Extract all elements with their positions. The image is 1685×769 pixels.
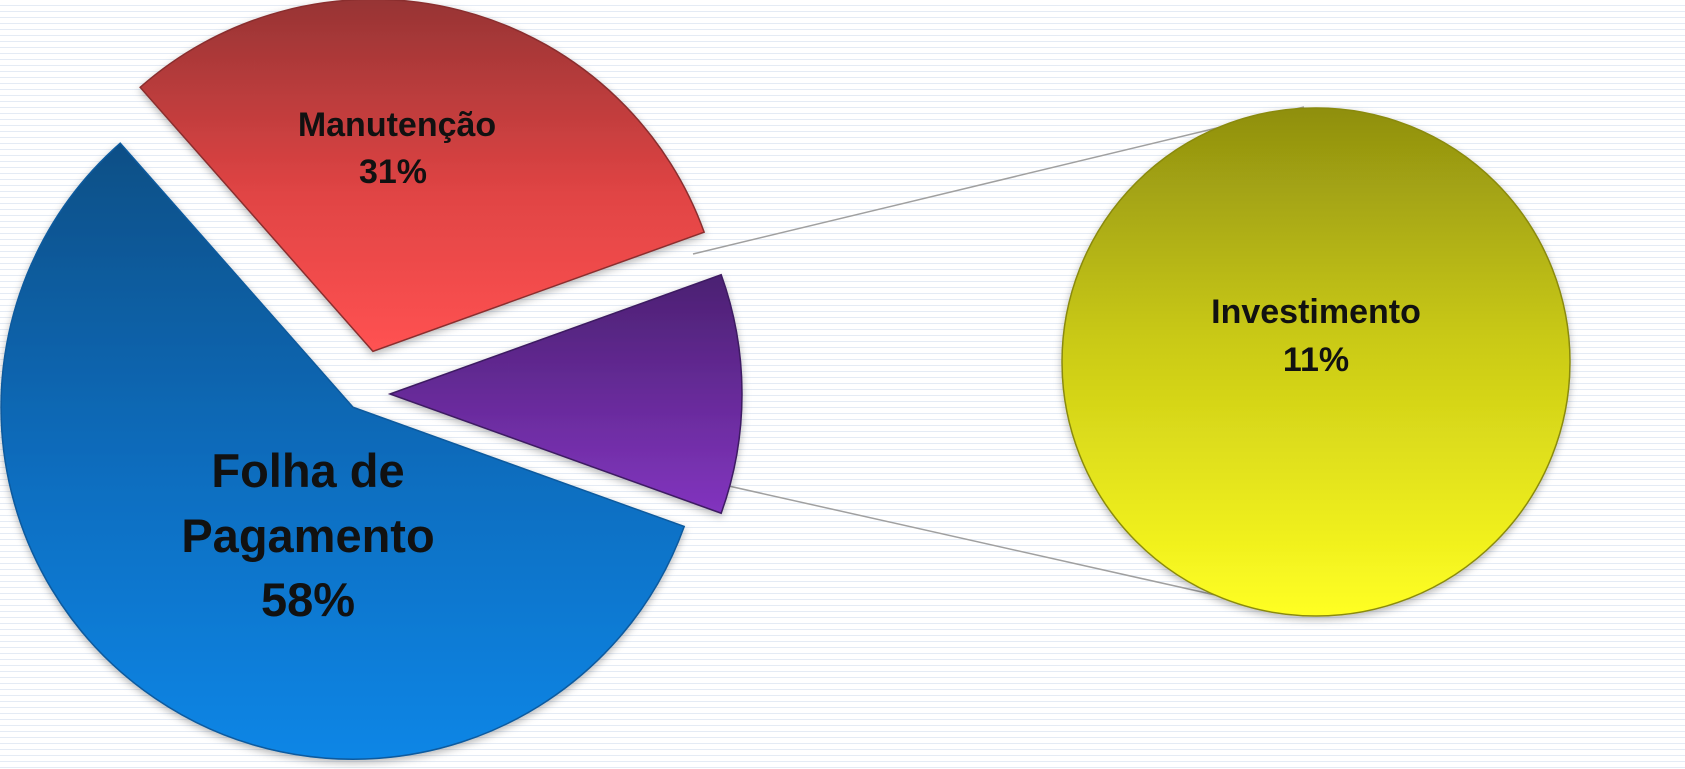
connector-line-top: [692, 106, 1305, 255]
investimento-pct-label: 11%: [1283, 341, 1349, 379]
manutencao-pct-label: 31%: [359, 153, 427, 191]
connector-line-bottom: [692, 477, 1301, 615]
secondary-pie-investimento: [1061, 107, 1571, 617]
folha-name-label-line1: Folha de: [211, 444, 404, 497]
pie-slice-manutencao: [139, 0, 706, 353]
folha-name-label-line2: Pagamento: [181, 509, 434, 562]
investimento-name-label: Investimento: [1211, 293, 1421, 331]
folha-pct-label: 58%: [261, 573, 355, 626]
manutencao-name-label: Manutenção: [298, 106, 496, 144]
pie-slice-folha-de-pagamento: [0, 142, 686, 760]
pie-slice-investimento: [387, 273, 743, 515]
